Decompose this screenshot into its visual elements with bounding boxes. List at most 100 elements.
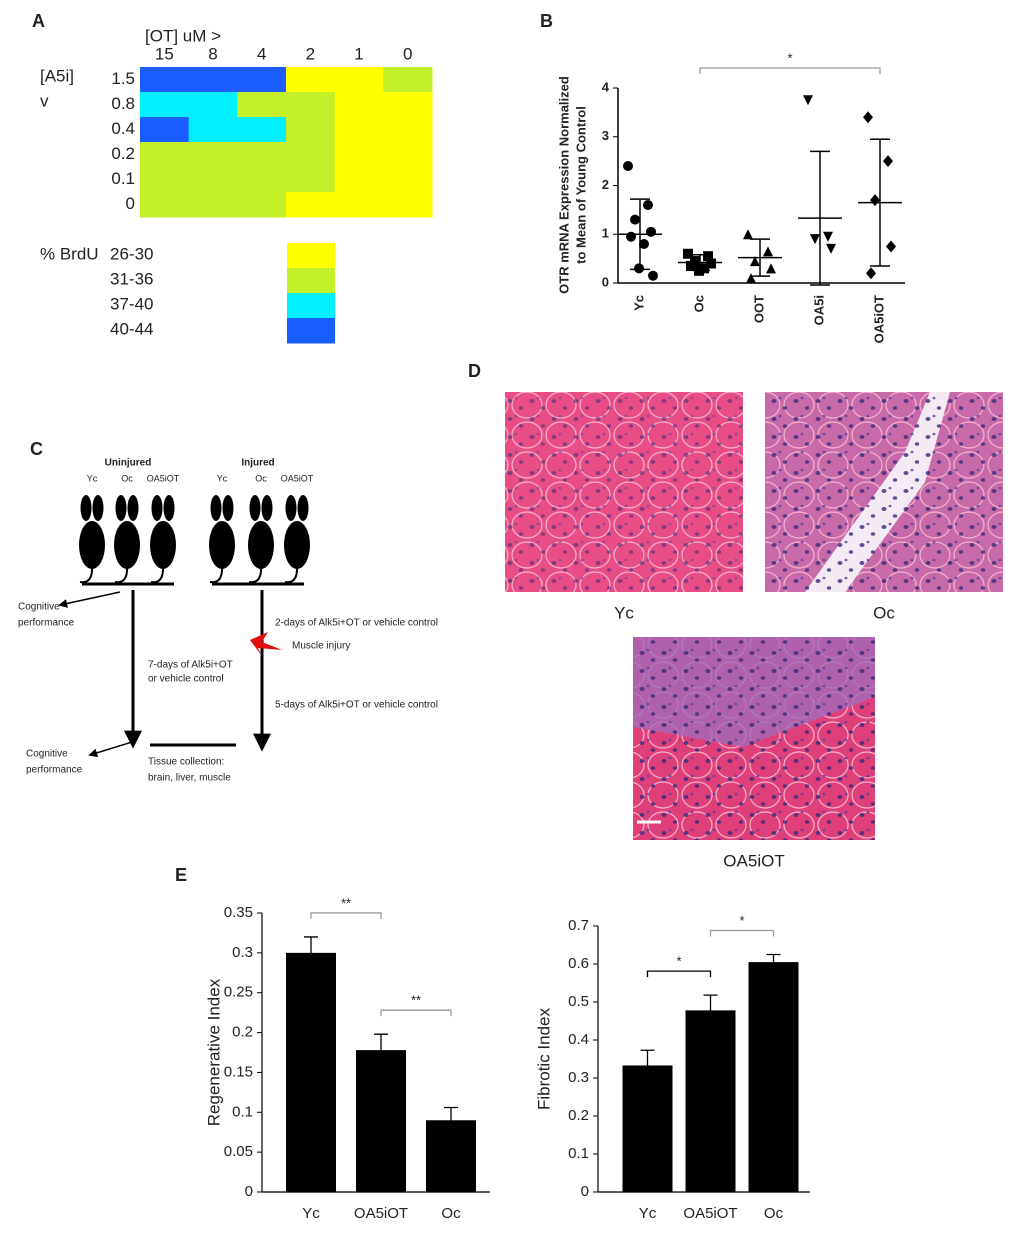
x-tick-label: Oc bbox=[441, 1205, 461, 1222]
x-tick-label: OOT bbox=[751, 295, 766, 323]
mouse-body bbox=[248, 521, 274, 569]
heatmap-cell bbox=[286, 67, 336, 93]
y-axis-label: v bbox=[40, 91, 49, 110]
y-axis-label: [A5i] bbox=[40, 66, 74, 85]
heatmap-cell bbox=[383, 142, 433, 168]
heatmap-cell bbox=[237, 92, 287, 118]
bar bbox=[622, 1065, 673, 1192]
data-point bbox=[686, 260, 696, 271]
error-bar bbox=[630, 198, 650, 271]
y-tick-label: 0 bbox=[581, 1183, 589, 1200]
significance-bracket bbox=[310, 912, 382, 919]
x-tick-label: Yc bbox=[639, 1205, 657, 1222]
y-tick-label: 3 bbox=[602, 128, 609, 143]
heatmap-cell bbox=[140, 67, 190, 93]
significance-bracket bbox=[709, 929, 775, 937]
heatmap-cell bbox=[188, 192, 238, 218]
legend-label: 37-40 bbox=[110, 294, 153, 313]
data-point bbox=[634, 263, 644, 274]
mouse-body bbox=[150, 521, 176, 569]
branch-arrow bbox=[88, 741, 133, 758]
y-tick-label: 0.5 bbox=[568, 993, 589, 1010]
heatmap-cell bbox=[334, 117, 384, 143]
heatmap-cell bbox=[188, 167, 238, 193]
subject-label: Yc bbox=[217, 473, 228, 483]
heatmap-cell bbox=[140, 192, 190, 218]
subject-label: OA5iOT bbox=[147, 473, 180, 483]
y-tick-label: 4 bbox=[602, 79, 610, 94]
mouse-ear bbox=[222, 495, 234, 521]
heatmap-cell bbox=[334, 192, 384, 218]
data-point bbox=[866, 267, 876, 280]
mouse-ear bbox=[210, 495, 222, 521]
y-tick-label: 0.7 bbox=[568, 917, 589, 934]
row-label: 0.2 bbox=[111, 144, 135, 163]
error-bar bbox=[304, 936, 318, 969]
mouse-body bbox=[114, 521, 140, 569]
heatmap-cell bbox=[237, 67, 287, 93]
diagram-text: performance bbox=[18, 618, 75, 629]
diagram-text: performance bbox=[26, 765, 83, 776]
mouse-ear bbox=[92, 495, 104, 521]
mouse-ear bbox=[80, 495, 92, 521]
heatmap-cell bbox=[383, 167, 433, 193]
mouse-body bbox=[209, 521, 235, 569]
data-point bbox=[643, 200, 653, 210]
row-label: 0 bbox=[126, 194, 135, 213]
data-point bbox=[646, 226, 656, 237]
data-point bbox=[823, 231, 833, 242]
legend-swatch bbox=[287, 318, 335, 344]
significance-bracket bbox=[380, 1009, 452, 1017]
data-point bbox=[750, 256, 760, 267]
heatmap-cell bbox=[383, 67, 433, 93]
y-tick-label: 0 bbox=[245, 1183, 253, 1200]
heatmap-cell bbox=[334, 142, 384, 168]
legend-swatch bbox=[287, 268, 335, 294]
y-tick-label: 0.3 bbox=[568, 1069, 589, 1086]
subject-label: Yc bbox=[87, 473, 98, 483]
diagram-text: Tissue collection: bbox=[148, 757, 224, 768]
data-point bbox=[683, 248, 693, 259]
heatmap-cell bbox=[188, 117, 238, 143]
significance-bracket bbox=[699, 67, 881, 74]
panel-label: D bbox=[468, 361, 481, 381]
heatmap-cell bbox=[140, 142, 190, 168]
micrograph-label: Oc bbox=[873, 603, 895, 622]
data-point bbox=[630, 214, 640, 225]
x-tick-label: Yc bbox=[631, 295, 646, 311]
column-label: 8 bbox=[208, 44, 217, 63]
heatmap-cell bbox=[286, 192, 336, 218]
mouse-ear bbox=[285, 495, 297, 521]
subject-label: Oc bbox=[255, 473, 267, 483]
y-tick-label: 0.25 bbox=[224, 984, 253, 1001]
error-bar bbox=[810, 150, 830, 286]
mouse-tail bbox=[209, 565, 224, 584]
data-point bbox=[623, 161, 633, 171]
bar bbox=[685, 1010, 736, 1192]
data-point bbox=[626, 231, 636, 242]
bar bbox=[748, 962, 799, 1192]
mouse-tail bbox=[284, 565, 299, 584]
row-label: 1.5 bbox=[111, 69, 135, 88]
error-bar bbox=[870, 138, 890, 267]
diagram-text: 7-days of Alk5i+OT bbox=[148, 660, 233, 671]
y-tick-label: 0.4 bbox=[568, 1031, 589, 1048]
diagram-text: Muscle injury bbox=[292, 641, 350, 652]
heatmap-cell bbox=[383, 117, 433, 143]
data-point bbox=[703, 251, 713, 262]
data-point bbox=[648, 270, 658, 281]
error-bar bbox=[766, 953, 781, 970]
heatmap-cell bbox=[334, 67, 384, 93]
error-bar bbox=[690, 253, 710, 272]
heatmap-cell bbox=[237, 192, 287, 218]
micrograph-label: Yc bbox=[614, 603, 634, 622]
significance-label: * bbox=[739, 913, 744, 928]
y-tick-label: 0.1 bbox=[232, 1103, 253, 1120]
data-point bbox=[803, 95, 813, 106]
y-tick-label: 0.3 bbox=[232, 944, 253, 961]
data-point bbox=[639, 239, 649, 249]
diagram-text: 5-days of Alk5i+OT or vehicle control bbox=[275, 700, 438, 711]
heatmap-cell bbox=[188, 142, 238, 168]
row-label: 0.1 bbox=[111, 169, 135, 188]
y-tick-label: 0.15 bbox=[224, 1063, 253, 1080]
